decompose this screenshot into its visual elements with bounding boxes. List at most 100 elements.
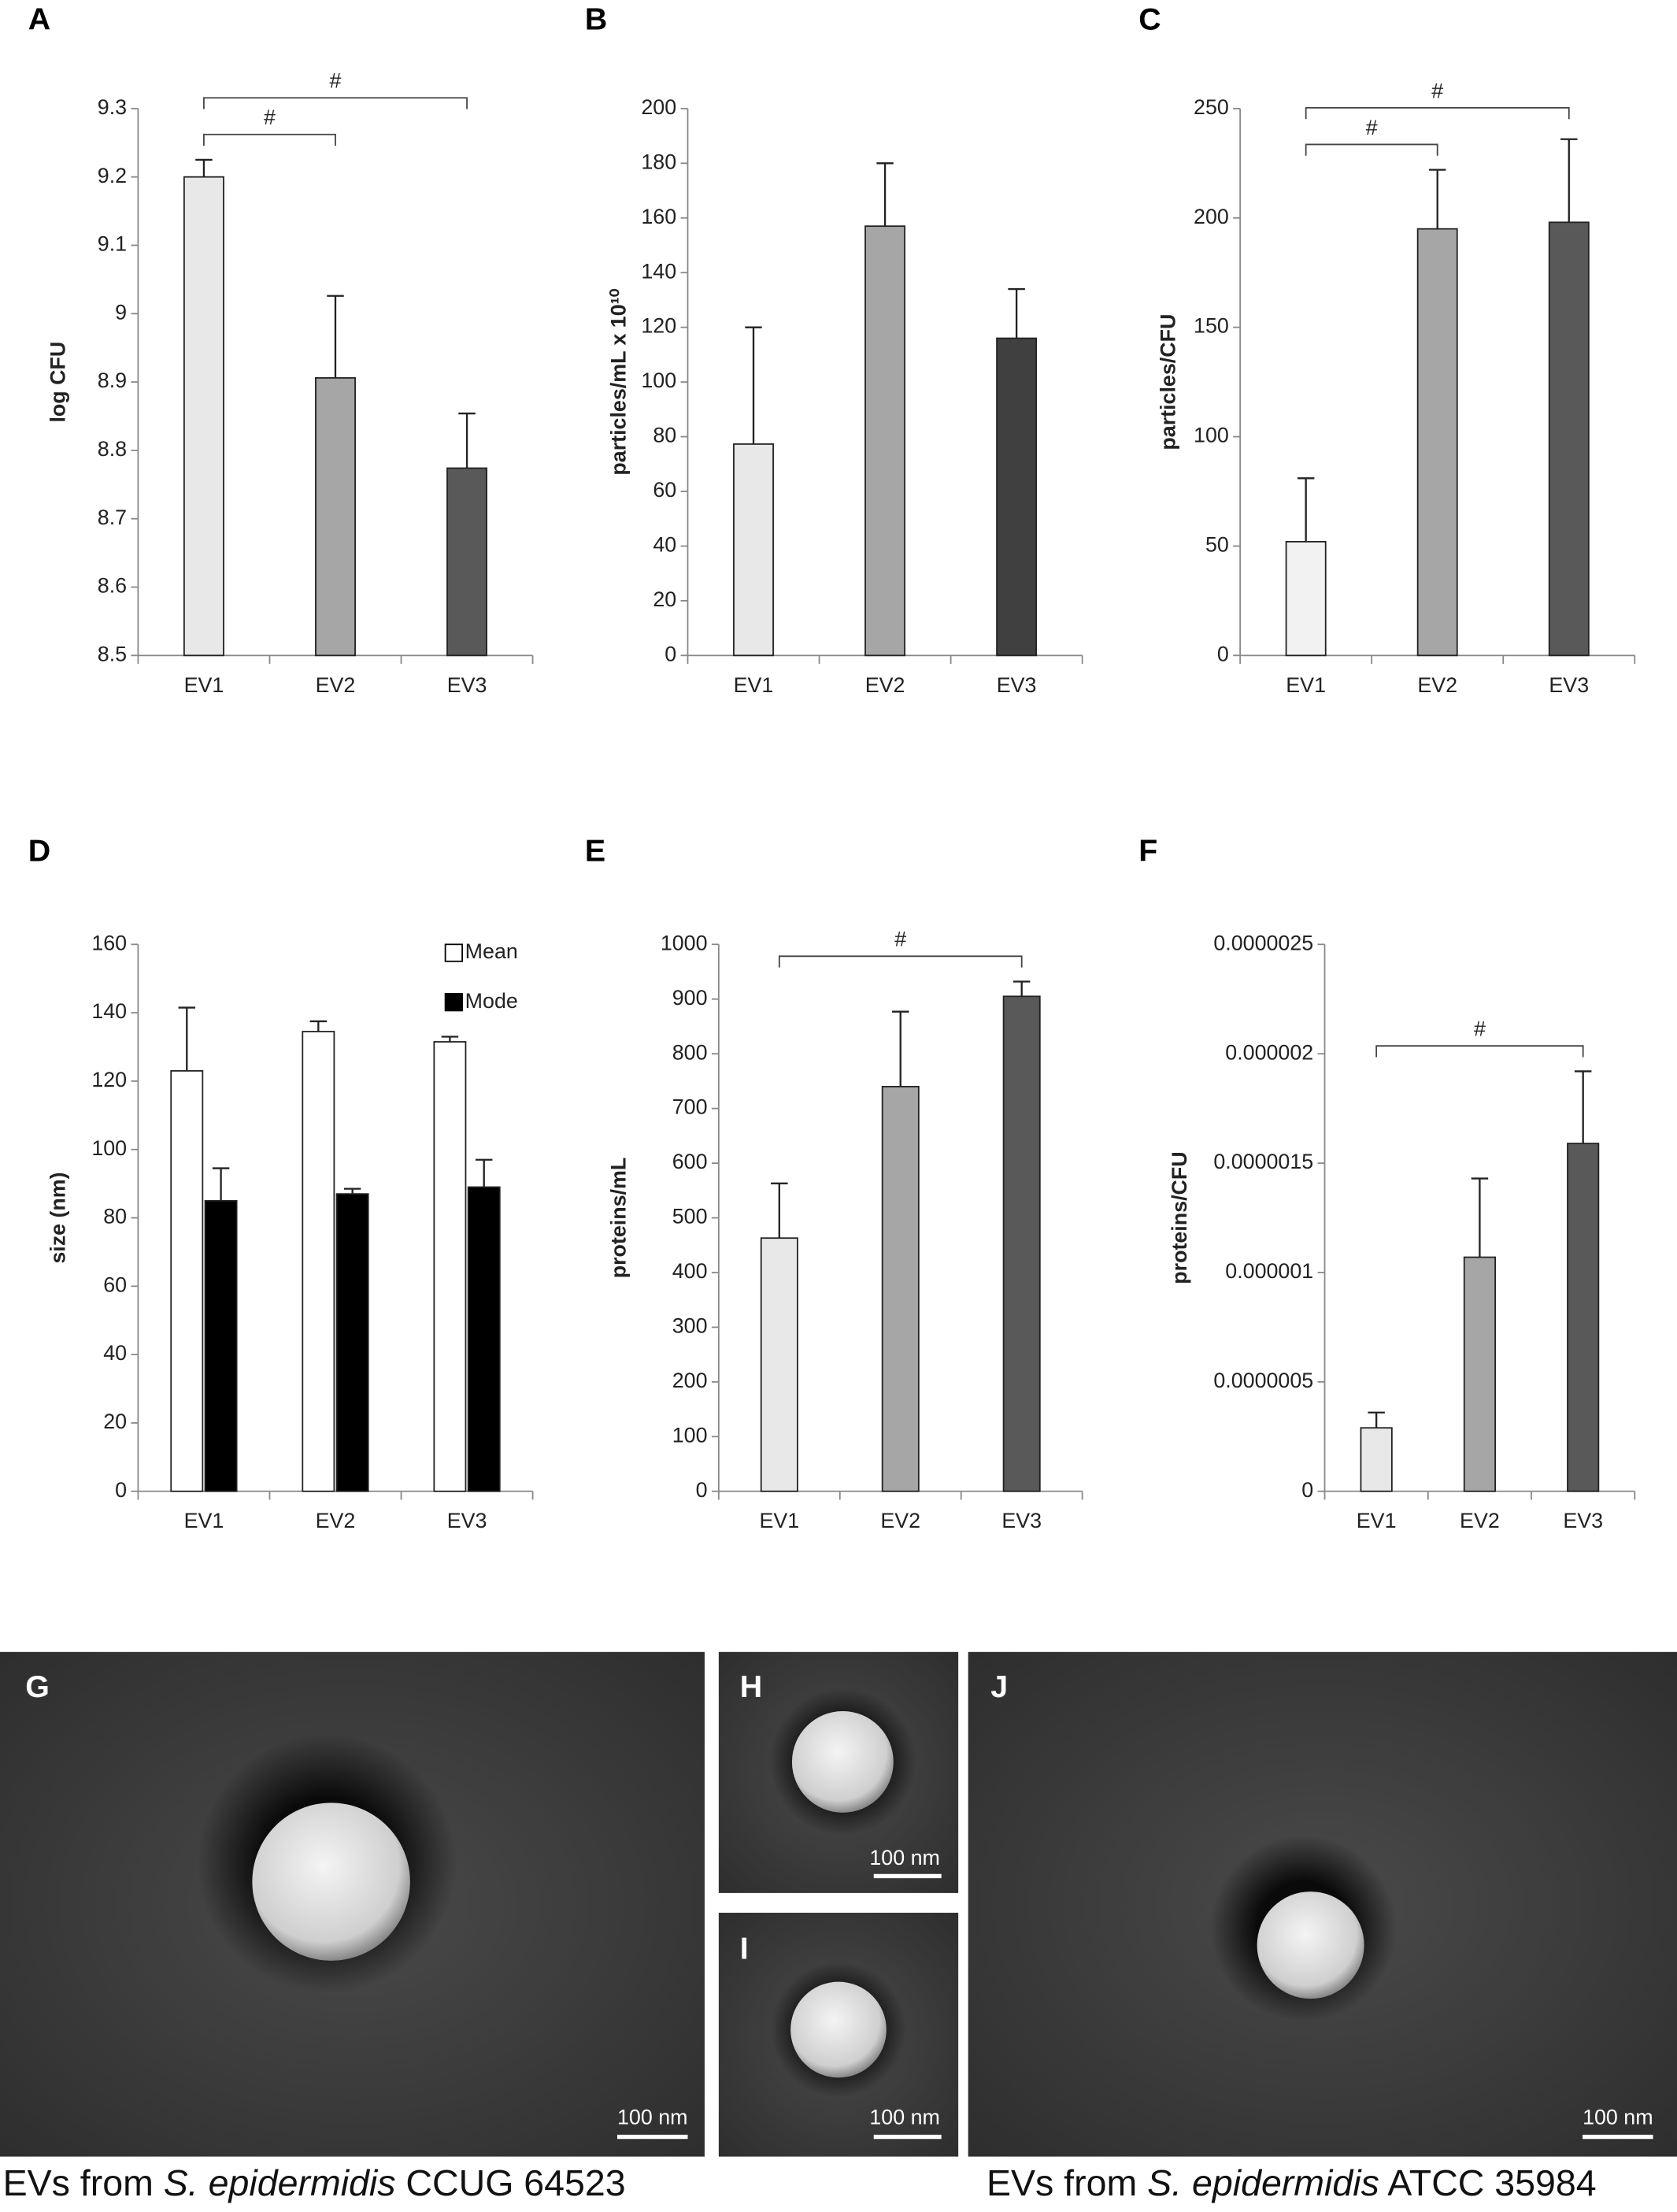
legend-swatch [444, 993, 463, 1012]
panel-label: A [28, 2, 50, 36]
y-tick-label: 100 [1194, 424, 1229, 447]
x-tick-label: EV2 [1460, 1509, 1500, 1532]
y-tick-label: 40 [103, 1341, 127, 1365]
bar [1548, 221, 1590, 657]
y-tick-label: 150 [1194, 314, 1229, 338]
x-tick-label: EV2 [1417, 673, 1457, 697]
x-tick-label: EV1 [184, 673, 224, 697]
y-tick-label: 8.6 [98, 574, 127, 598]
x-tick-label: EV2 [865, 673, 905, 697]
y-tick-label: 120 [641, 314, 676, 338]
y-tick-label: 200 [1194, 205, 1229, 228]
y-tick-label: 160 [91, 931, 127, 954]
y-tick-label: 200 [672, 1369, 708, 1392]
significance-bracket [203, 133, 336, 146]
y-tick-label: 600 [672, 1150, 708, 1173]
x-tick-label: EV1 [1286, 673, 1326, 697]
y-tick-label: 0 [665, 642, 676, 665]
x-tick-label: EV1 [734, 673, 774, 697]
y-tick-label: 900 [672, 986, 708, 1010]
y-tick-label: 0 [696, 1478, 708, 1502]
bar [170, 1069, 204, 1492]
caption-strain: CCUG 64523 [396, 2162, 626, 2203]
y-axis-label: proteins/mL [607, 1158, 631, 1279]
scale-bar-label: 100 nm [1583, 2105, 1653, 2129]
panel-label: F [1138, 833, 1157, 868]
bar [1463, 1256, 1496, 1492]
significance-label: # [894, 928, 906, 951]
micrograph-h: H 100 nm [718, 1651, 959, 1893]
y-tick-label: 400 [672, 1259, 708, 1283]
y-tick-label: 0.000001 [1225, 1259, 1313, 1283]
y-axis-label: proteins/CFU [1168, 1151, 1191, 1284]
y-tick-label: 20 [653, 587, 676, 611]
y-tick-label: 60 [103, 1273, 127, 1296]
significance-bracket [203, 97, 468, 109]
panel-label: G [25, 1669, 50, 1704]
bar [1567, 1143, 1600, 1492]
y-tick-label: 20 [103, 1410, 127, 1433]
x-tick-label: EV3 [1563, 1509, 1603, 1532]
y-tick-label: 0 [1217, 642, 1229, 665]
scale-bar-label: 100 nm [869, 1846, 939, 1869]
legend-label: Mode [465, 989, 518, 1013]
y-tick-label: 0.000002 [1225, 1040, 1313, 1064]
significance-bracket [1305, 106, 1570, 120]
y-tick-label: 700 [672, 1095, 708, 1119]
bar [1360, 1427, 1393, 1492]
y-tick-label: 0.0000025 [1213, 931, 1313, 954]
panel-label: E [585, 833, 605, 868]
panel-label: H [740, 1669, 762, 1704]
caption-strain: ATCC 35984 [1379, 2162, 1597, 2203]
bar [996, 337, 1038, 657]
significance-bracket [778, 955, 1023, 968]
significance-label: # [330, 69, 342, 93]
y-axis-label: log CFU [46, 342, 69, 423]
y-tick-label: 60 [653, 478, 676, 502]
y-tick-label: 140 [641, 259, 676, 283]
caption: EVs from S. epidermidis ATCC 35984 [987, 2162, 1597, 2203]
significance-label: # [1474, 1017, 1486, 1041]
micrograph-i: I 100 nm [718, 1912, 959, 2157]
y-tick-label: 9.2 [98, 164, 127, 187]
significance-label: # [1431, 79, 1443, 102]
y-tick-label: 160 [641, 205, 676, 228]
panel-label: C [1138, 2, 1161, 36]
x-tick-label: EV3 [1001, 1509, 1042, 1532]
panel-label: J [990, 1669, 1008, 1704]
caption-species: S. epidermidis [1147, 2162, 1379, 2203]
y-tick-label: 50 [1205, 533, 1229, 557]
y-tick-label: 250 [1194, 95, 1229, 119]
y-tick-label: 180 [641, 150, 676, 173]
scale-bar-label: 100 nm [617, 2105, 687, 2129]
panel-label: D [28, 833, 50, 868]
bar [881, 1085, 920, 1492]
scale-bar-label: 100 nm [869, 2105, 939, 2129]
bar [467, 1186, 501, 1492]
y-tick-label: 0.0000005 [1213, 1369, 1313, 1392]
y-tick-label: 80 [103, 1205, 127, 1228]
significance-bracket [1375, 1045, 1584, 1058]
y-axis-label: particles/CFU [1157, 314, 1180, 450]
bar [335, 1193, 369, 1492]
y-tick-label: 140 [91, 999, 127, 1023]
bar [204, 1199, 238, 1492]
y-tick-label: 300 [672, 1314, 708, 1338]
bar [1285, 541, 1327, 657]
x-tick-label: EV1 [1357, 1509, 1397, 1532]
bar [315, 377, 356, 657]
y-tick-label: 9 [115, 300, 127, 324]
legend-swatch [444, 943, 463, 962]
y-tick-label: 8.9 [98, 369, 127, 392]
x-tick-label: EV3 [1549, 673, 1589, 697]
bar [1416, 228, 1458, 657]
y-tick-label: 500 [672, 1205, 708, 1228]
x-tick-label: EV2 [316, 673, 356, 697]
y-tick-label: 9.3 [98, 95, 127, 119]
significance-label: # [1366, 116, 1378, 139]
bar [864, 225, 906, 657]
x-tick-label: EV1 [759, 1509, 799, 1532]
y-tick-label: 1000 [661, 931, 708, 954]
bar [446, 467, 488, 657]
